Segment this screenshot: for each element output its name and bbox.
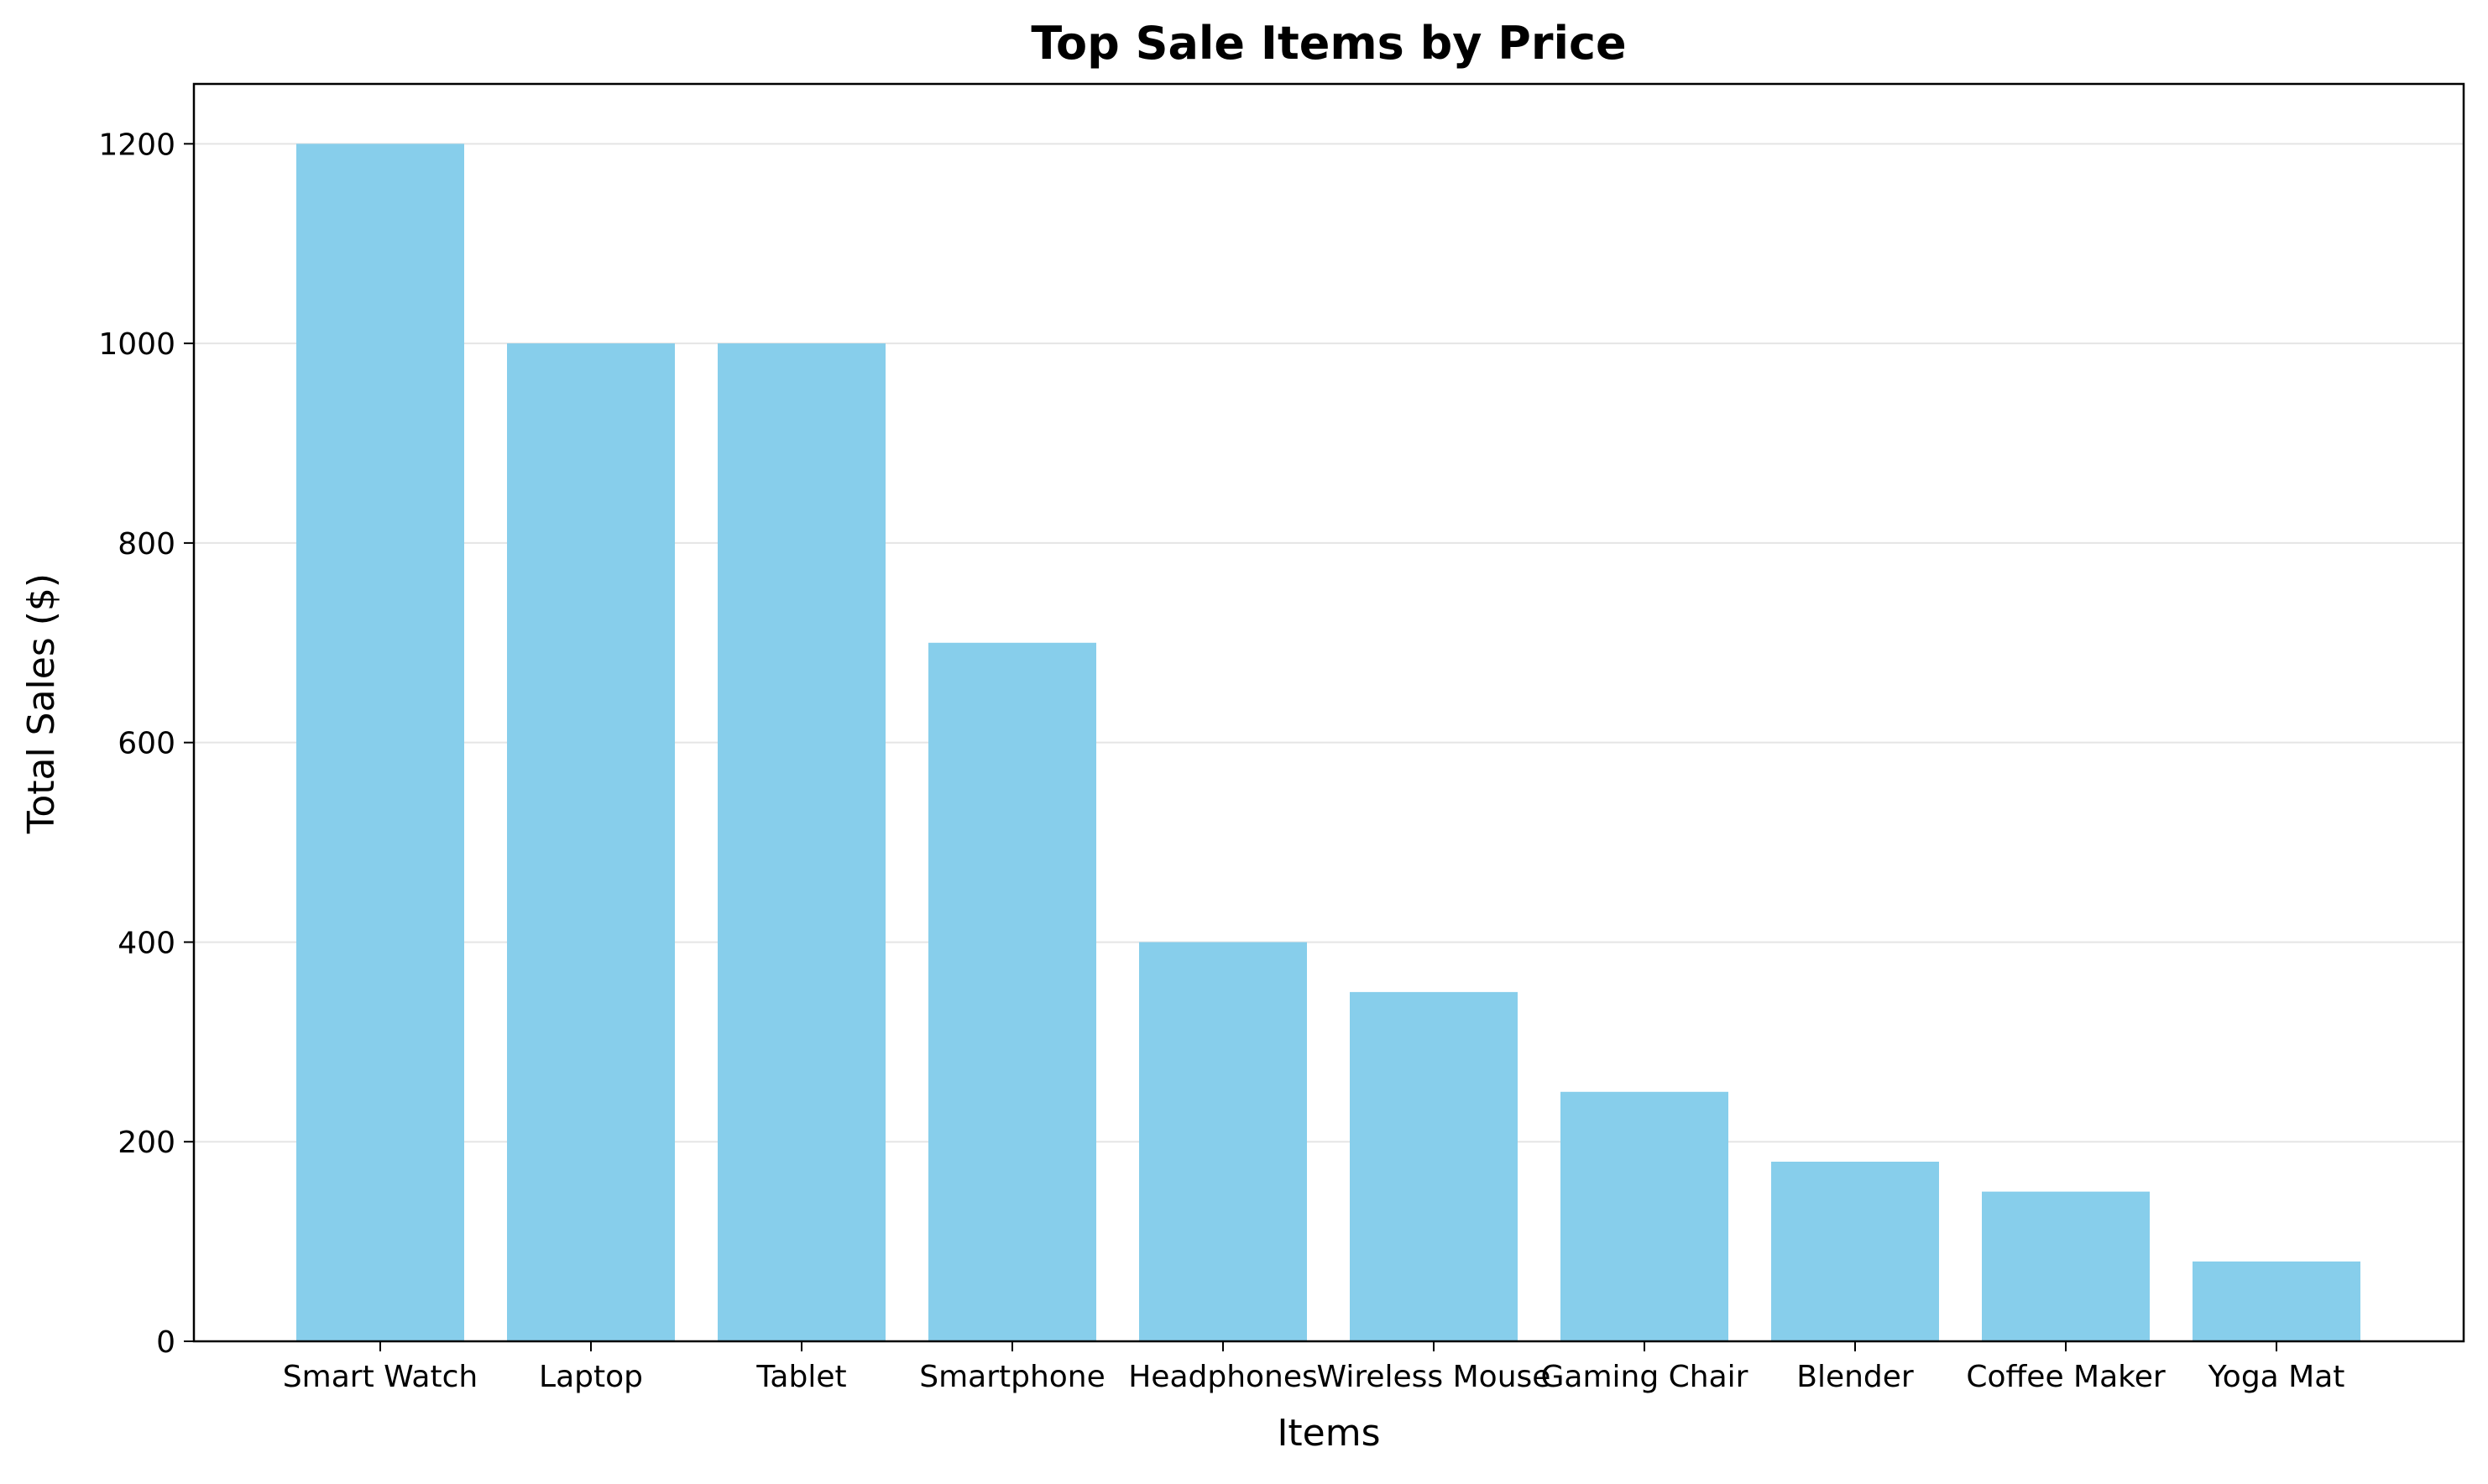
x-tick-label: Coffee Maker <box>1966 1360 2166 1394</box>
bar <box>507 343 675 1342</box>
bar <box>1139 942 1307 1341</box>
x-tick-label: Smartphone <box>919 1360 1105 1394</box>
x-tick-label: Gaming Chair <box>1541 1360 1748 1394</box>
bar <box>1350 991 1518 1341</box>
x-tick-label: Headphones <box>1128 1360 1318 1394</box>
y-tick-label: 1000 <box>98 327 175 362</box>
y-tick-label: 800 <box>118 527 175 562</box>
bar <box>1560 1091 1728 1341</box>
chart-title: Top Sale Items by Price <box>1031 17 1626 70</box>
y-axis-label: Total Sales ($) <box>20 573 63 834</box>
bar <box>928 642 1096 1341</box>
plot-frame <box>192 82 2465 1343</box>
bar <box>2193 1261 2360 1341</box>
bar <box>296 144 464 1341</box>
y-tick-label: 600 <box>118 727 175 761</box>
y-tick-label: 0 <box>156 1325 175 1360</box>
y-tick-label: 200 <box>118 1126 175 1160</box>
x-tick-label: Wireless Mouse <box>1317 1360 1551 1394</box>
x-tick-label: Smart Watch <box>283 1360 478 1394</box>
x-tick-label: Tablet <box>755 1360 846 1394</box>
bar <box>718 343 886 1342</box>
bar <box>1771 1162 1939 1341</box>
x-axis-label: Items <box>1277 1412 1380 1455</box>
axes: 0 200 400 600 800 1000 1200 Smart Watch Laptop Ta… <box>98 82 2465 1394</box>
labels: Top Sale Items by Price Items Total Sale… <box>20 17 1627 1455</box>
bar <box>1982 1191 2150 1341</box>
y-tick-label: 400 <box>118 926 175 960</box>
x-tick-label: Laptop <box>539 1360 643 1394</box>
x-tick-label: Blender <box>1796 1360 1914 1394</box>
y-tick-label: 1200 <box>98 128 175 162</box>
bars <box>296 144 2360 1342</box>
x-tick-label: Yoga Mat <box>2208 1360 2345 1394</box>
